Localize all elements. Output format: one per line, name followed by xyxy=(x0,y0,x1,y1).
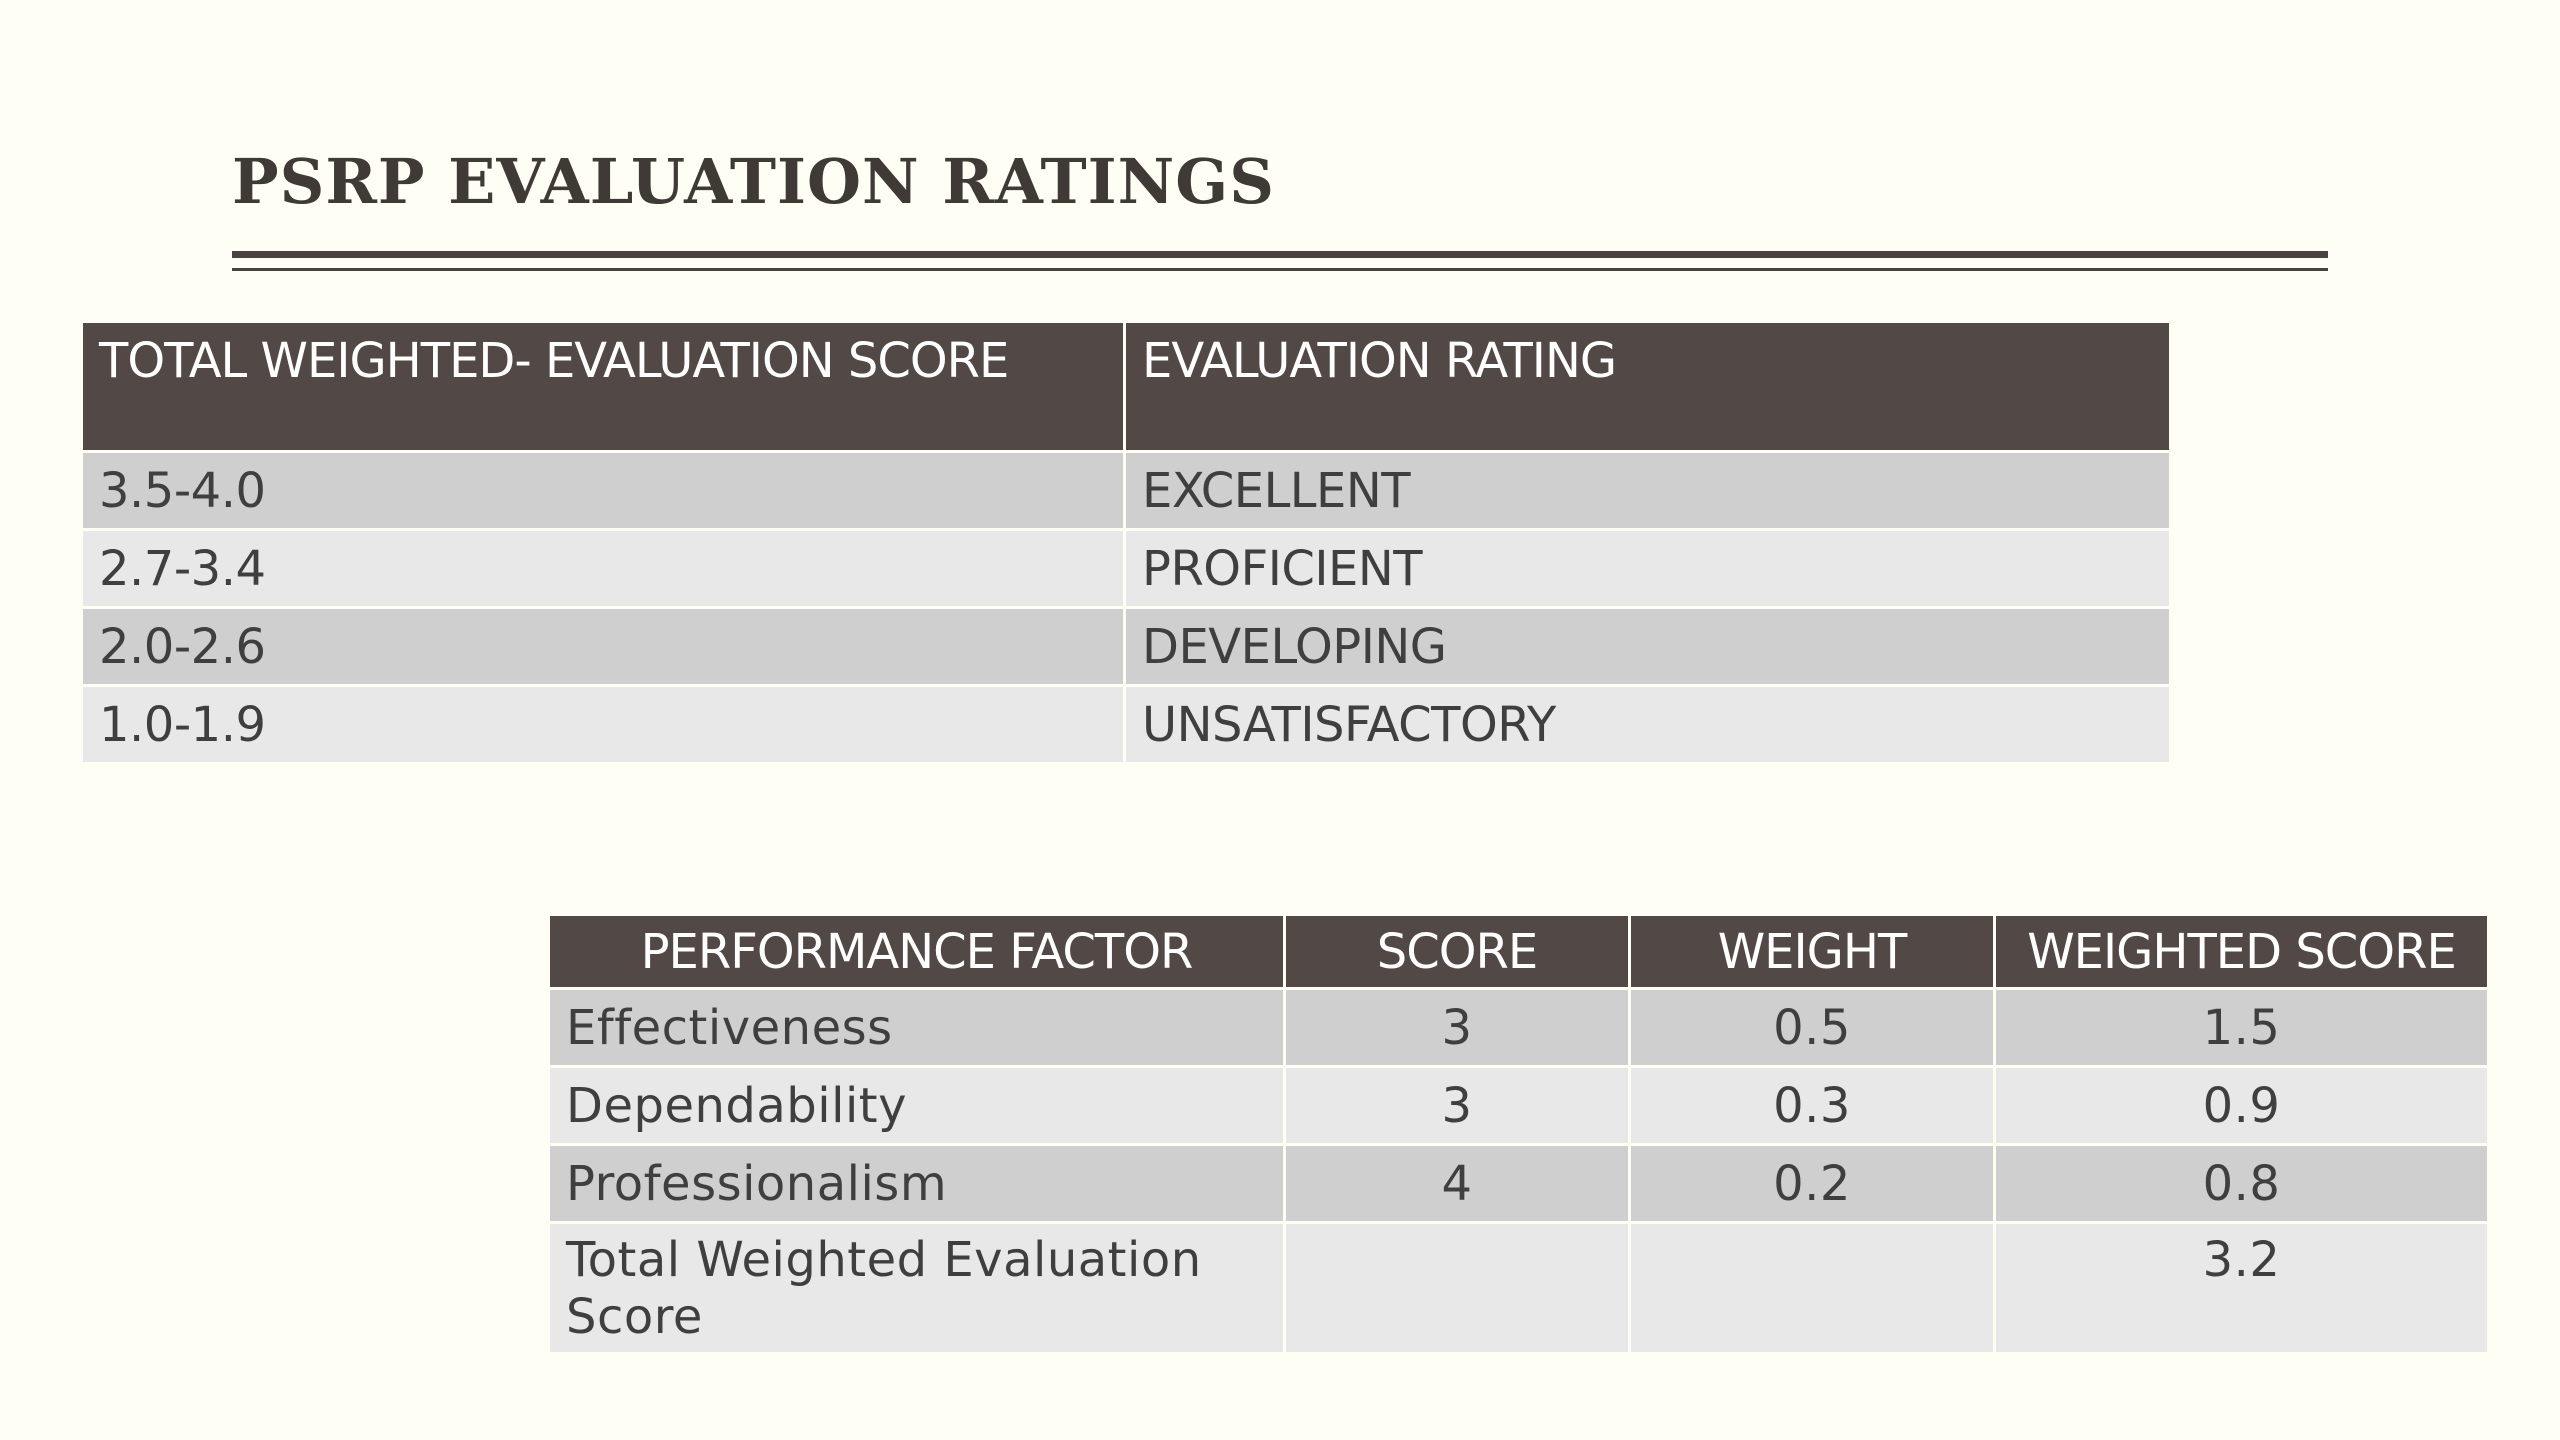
weight-cell: 0.5 xyxy=(1631,990,1993,1065)
table-row: Dependability 3 0.3 0.9 xyxy=(550,1068,2487,1143)
score-range-cell: 2.7-3.4 xyxy=(83,531,1123,606)
weight-cell: 0.3 xyxy=(1631,1068,1993,1143)
table-header-row: TOTAL WEIGHTED- EVALUATION SCORE EVALUAT… xyxy=(83,323,2169,450)
title-rule-thin xyxy=(232,268,2328,271)
score-cell: 3 xyxy=(1286,1068,1628,1143)
score-cell: 3 xyxy=(1286,990,1628,1065)
column-header-score: SCORE xyxy=(1286,916,1628,987)
column-header-weight: WEIGHT xyxy=(1631,916,1993,987)
weighted-score-cell: 0.9 xyxy=(1996,1068,2487,1143)
table-row: 1.0-1.9 UNSATISFACTORY xyxy=(83,687,2169,762)
table-row-total: Total Weighted Evaluation Score 3.2 xyxy=(550,1224,2487,1352)
table-row: Effectiveness 3 0.5 1.5 xyxy=(550,990,2487,1065)
weighted-score-cell: 1.5 xyxy=(1996,990,2487,1065)
weighted-score-cell: 0.8 xyxy=(1996,1146,2487,1221)
factor-cell: Dependability xyxy=(550,1068,1283,1143)
factor-cell: Total Weighted Evaluation Score xyxy=(550,1224,1283,1352)
table-row: 2.0-2.6 DEVELOPING xyxy=(83,609,2169,684)
evaluation-ratings-table: TOTAL WEIGHTED- EVALUATION SCORE EVALUAT… xyxy=(80,320,2172,765)
score-range-cell: 1.0-1.9 xyxy=(83,687,1123,762)
score-range-cell: 2.0-2.6 xyxy=(83,609,1123,684)
table-header-row: PERFORMANCE FACTOR SCORE WEIGHT WEIGHTED… xyxy=(550,916,2487,987)
weight-cell xyxy=(1631,1224,1993,1352)
performance-factor-table: PERFORMANCE FACTOR SCORE WEIGHT WEIGHTED… xyxy=(547,913,2490,1355)
rating-cell: UNSATISFACTORY xyxy=(1126,687,2169,762)
column-header-evaluation-rating: EVALUATION RATING xyxy=(1126,323,2169,450)
title-rule-thick xyxy=(232,251,2328,258)
rating-cell: PROFICIENT xyxy=(1126,531,2169,606)
table-row: 3.5-4.0 EXCELLENT xyxy=(83,453,2169,528)
table-row: 2.7-3.4 PROFICIENT xyxy=(83,531,2169,606)
score-cell: 4 xyxy=(1286,1146,1628,1221)
column-header-total-weighted-score: TOTAL WEIGHTED- EVALUATION SCORE xyxy=(83,323,1123,450)
rating-cell: EXCELLENT xyxy=(1126,453,2169,528)
column-header-weighted-score: WEIGHTED SCORE xyxy=(1996,916,2487,987)
score-range-cell: 3.5-4.0 xyxy=(83,453,1123,528)
weight-cell: 0.2 xyxy=(1631,1146,1993,1221)
column-header-performance-factor: PERFORMANCE FACTOR xyxy=(550,916,1283,987)
table-row: Professionalism 4 0.2 0.8 xyxy=(550,1146,2487,1221)
rating-cell: DEVELOPING xyxy=(1126,609,2169,684)
factor-cell: Effectiveness xyxy=(550,990,1283,1065)
total-weighted-score-cell: 3.2 xyxy=(1996,1224,2487,1352)
score-cell xyxy=(1286,1224,1628,1352)
factor-cell: Professionalism xyxy=(550,1146,1283,1221)
slide-title: PSRP EVALUATION RATINGS xyxy=(232,145,1276,218)
